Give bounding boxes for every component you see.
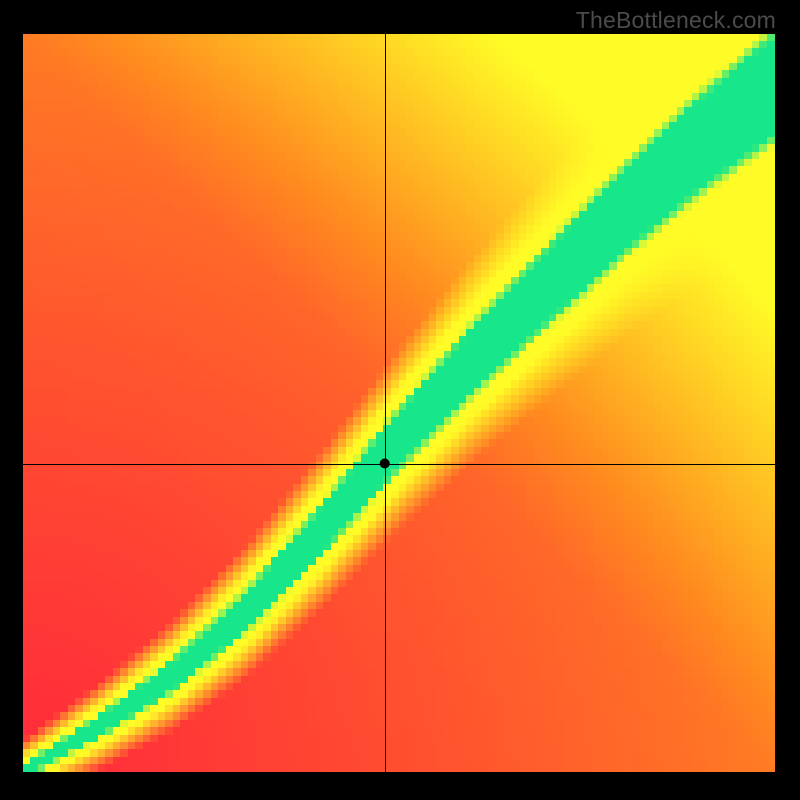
watermark-text: TheBottleneck.com [576,7,776,34]
bottleneck-heatmap [0,0,800,800]
chart-container: TheBottleneck.com [0,0,800,800]
